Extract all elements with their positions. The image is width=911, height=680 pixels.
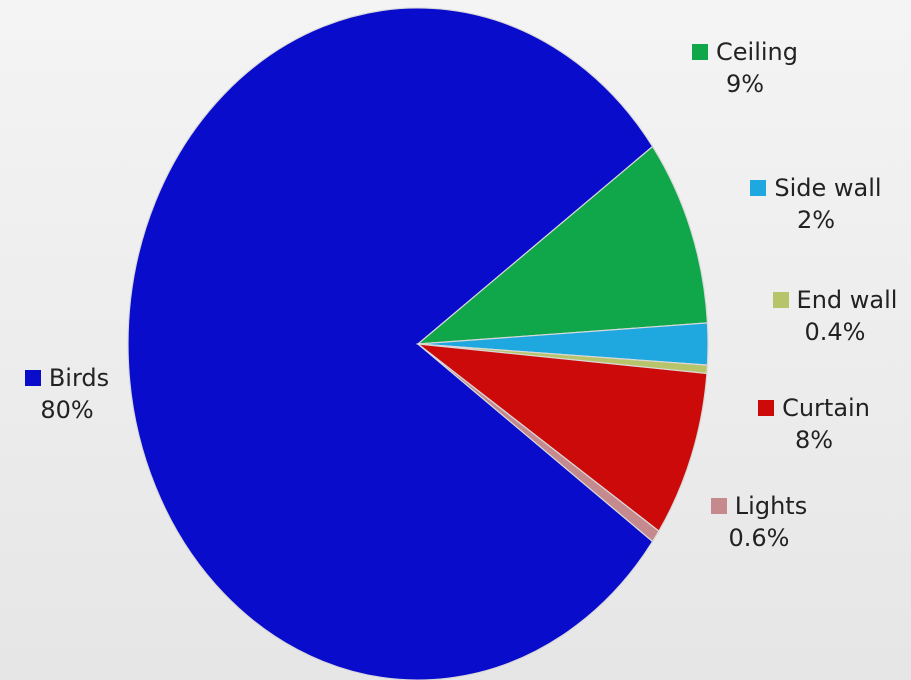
legend-label-curtain: Curtain: [782, 394, 870, 422]
pie-slices: [127, 7, 709, 680]
legend-label-birds: Birds: [48, 364, 110, 392]
legend-value-end-wall: 0.4%: [804, 318, 866, 346]
legend-value-ceiling: 9%: [725, 70, 765, 98]
legend-entry-end-wall: End wall 0.4%: [760, 284, 910, 348]
pie-slice-lights: [417, 343, 660, 543]
legend-swatch-side-wall: [750, 180, 767, 196]
legend-value-curtain: 8%: [794, 426, 834, 454]
pie-slice-ceiling: [416, 145, 709, 345]
legend-entry-side-wall: Side wall 2%: [736, 172, 896, 236]
legend-swatch-lights: [710, 498, 727, 514]
pie-slice-birds: [127, 7, 654, 680]
legend-label-lights: Lights: [734, 492, 808, 520]
legend-value-side-wall: 2%: [796, 206, 836, 234]
legend-label-side-wall: Side wall: [774, 174, 882, 202]
legend-label-end-wall: End wall: [796, 286, 898, 314]
legend-swatch-end-wall: [772, 292, 789, 308]
legend-swatch-curtain: [758, 400, 775, 416]
legend-value-lights: 0.6%: [728, 524, 790, 552]
legend-value-birds: 80%: [40, 396, 94, 424]
legend-label-ceiling: Ceiling: [716, 38, 798, 66]
legend-entry-lights: Lights 0.6%: [694, 490, 824, 554]
legend-entry-ceiling: Ceiling 9%: [680, 36, 810, 100]
legend-entry-birds: Birds 80%: [12, 362, 122, 426]
legend-entry-curtain: Curtain 8%: [744, 392, 884, 456]
legend-swatch-ceiling: [692, 44, 708, 60]
legend-swatch-birds: [24, 370, 41, 386]
pie-slice-curtain: [415, 343, 708, 533]
